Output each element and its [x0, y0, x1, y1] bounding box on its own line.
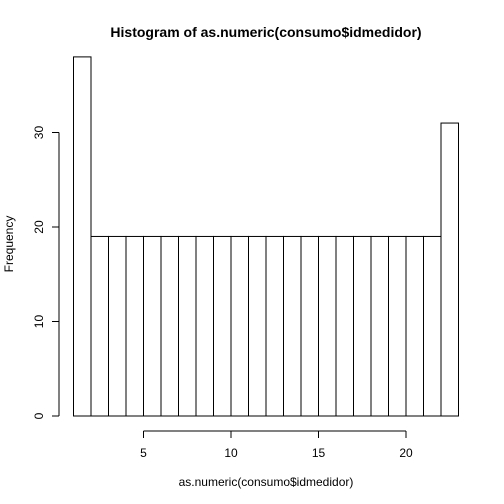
histogram-bar [125, 235, 144, 417]
x-tick-label: 5 [140, 446, 147, 460]
histogram-bar [213, 235, 232, 417]
histogram-bar [353, 235, 372, 417]
x-axis-ticks: 5 10 15 20 [140, 431, 413, 460]
y-tick-label: 10 [32, 315, 46, 329]
histogram-bar [178, 235, 197, 417]
histogram-bar [405, 235, 424, 417]
x-tick-label: 10 [224, 446, 238, 460]
x-axis-label: as.numeric(consumo$idmedidor) [179, 475, 354, 489]
x-tick-label: 20 [399, 446, 413, 460]
histogram-bar [160, 235, 179, 417]
histogram-bar [283, 235, 302, 417]
histogram-bar [230, 235, 249, 417]
x-axis: 5 10 15 20 [140, 430, 413, 460]
histogram-bar [265, 235, 284, 417]
y-tick-label: 30 [32, 126, 46, 140]
histogram-bar [440, 122, 459, 417]
histogram-bar [248, 235, 267, 417]
histogram-bar [300, 235, 319, 417]
histogram-bar [108, 235, 127, 417]
histogram-bar [318, 235, 337, 417]
histogram-bar [195, 235, 214, 417]
x-tick-label: 15 [312, 446, 326, 460]
histogram-bar [423, 235, 442, 417]
histogram-bar [370, 235, 389, 417]
histogram-bar [335, 235, 354, 417]
histogram-bars [73, 56, 459, 417]
y-axis-ticks: 0 10 20 30 [32, 126, 59, 419]
y-axis-label: Frequency [2, 216, 16, 273]
y-axis: 0 10 20 30 [32, 126, 60, 419]
y-tick-label: 20 [32, 220, 46, 234]
chart-title: Histogram of as.numeric(consumo$idmedido… [110, 24, 421, 40]
histogram-bar [73, 56, 92, 417]
histogram-bar [143, 235, 162, 417]
histogram-bar [388, 235, 407, 417]
histogram-bar [90, 235, 109, 417]
y-tick-label: 0 [32, 412, 46, 419]
